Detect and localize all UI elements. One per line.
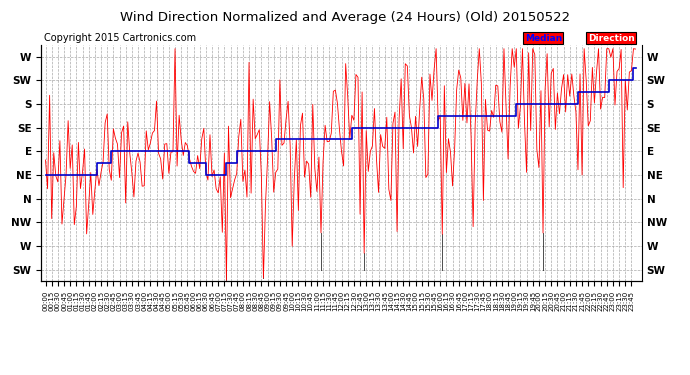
Text: Wind Direction Normalized and Average (24 Hours) (Old) 20150522: Wind Direction Normalized and Average (2…	[120, 11, 570, 24]
Text: Median: Median	[524, 34, 562, 43]
Text: Copyright 2015 Cartronics.com: Copyright 2015 Cartronics.com	[44, 33, 197, 43]
Text: Direction: Direction	[588, 34, 634, 43]
